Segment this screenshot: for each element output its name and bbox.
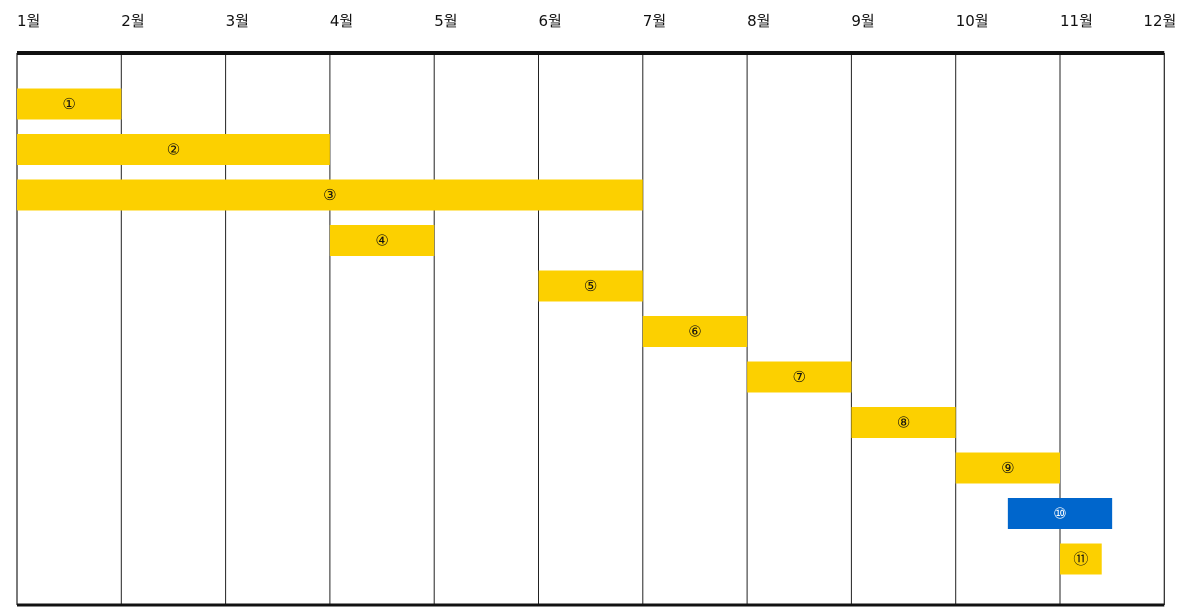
- task-bar-rect: [1060, 543, 1102, 575]
- task-bar-1: ①: [17, 88, 122, 120]
- month-label: 8월: [747, 12, 770, 30]
- month-label: 10월: [956, 12, 989, 30]
- task-bar-label: ⑦: [793, 368, 806, 386]
- month-label: 11월: [1060, 12, 1093, 30]
- task-bar-4: ④: [329, 225, 435, 256]
- task-bar-rect: [17, 88, 122, 120]
- task-bar-10: ⑩: [1007, 498, 1113, 529]
- month-label: 7월: [643, 12, 666, 30]
- task-bar-label: ③: [323, 186, 336, 204]
- task-bar-3: ③: [17, 179, 643, 211]
- chart-frame: [17, 51, 1165, 607]
- task-bar-label: ⑩: [1053, 505, 1066, 523]
- task-bar-rect: [538, 270, 643, 302]
- month-label: 3월: [226, 12, 249, 30]
- month-label: 6월: [539, 12, 562, 30]
- task-bar-rect: [17, 134, 330, 165]
- task-bar-label: ⑪: [1073, 550, 1088, 568]
- task-bar-label: ⑤: [584, 277, 597, 295]
- task-bar-rect: [642, 316, 748, 347]
- task-bar-6: ⑥: [642, 316, 748, 347]
- task-bar-5: ⑤: [538, 270, 643, 302]
- month-label: 12월: [1143, 12, 1176, 30]
- month-label: 1월: [17, 12, 40, 30]
- task-bar-rect: [851, 407, 956, 438]
- month-labels: 1월 2월 3월 4월 5월 6월 7월 8월 9월 10월 11월 12월: [17, 12, 1176, 30]
- task-bar-label: ⑥: [688, 323, 701, 341]
- task-bar-9: ⑨: [955, 452, 1060, 484]
- task-bar-label: ①: [62, 95, 75, 113]
- month-label: 9월: [851, 12, 874, 30]
- month-label: 5월: [434, 12, 457, 30]
- task-bar-label: ⑨: [1001, 459, 1014, 477]
- task-bar-label: ②: [167, 141, 180, 159]
- task-bars: ① ② ③ ④ ⑤ ⑥ ⑦ ⑧ ⑨ ⑩ ⑪: [17, 88, 1113, 575]
- task-bar-rect: [747, 361, 852, 393]
- task-bar-label: ④: [375, 232, 388, 250]
- task-bar-11: ⑪: [1060, 543, 1102, 575]
- month-label: 2월: [121, 12, 144, 30]
- task-bar-rect: [955, 452, 1060, 484]
- task-bar-label: ⑧: [897, 414, 910, 432]
- task-bar-rect: [329, 225, 435, 256]
- task-bar-7: ⑦: [747, 361, 852, 393]
- task-bar-2: ②: [17, 134, 330, 165]
- task-bar-rect: [1007, 498, 1113, 529]
- month-label: 4월: [330, 12, 353, 30]
- task-bar-8: ⑧: [851, 407, 956, 438]
- task-bar-rect: [17, 179, 643, 211]
